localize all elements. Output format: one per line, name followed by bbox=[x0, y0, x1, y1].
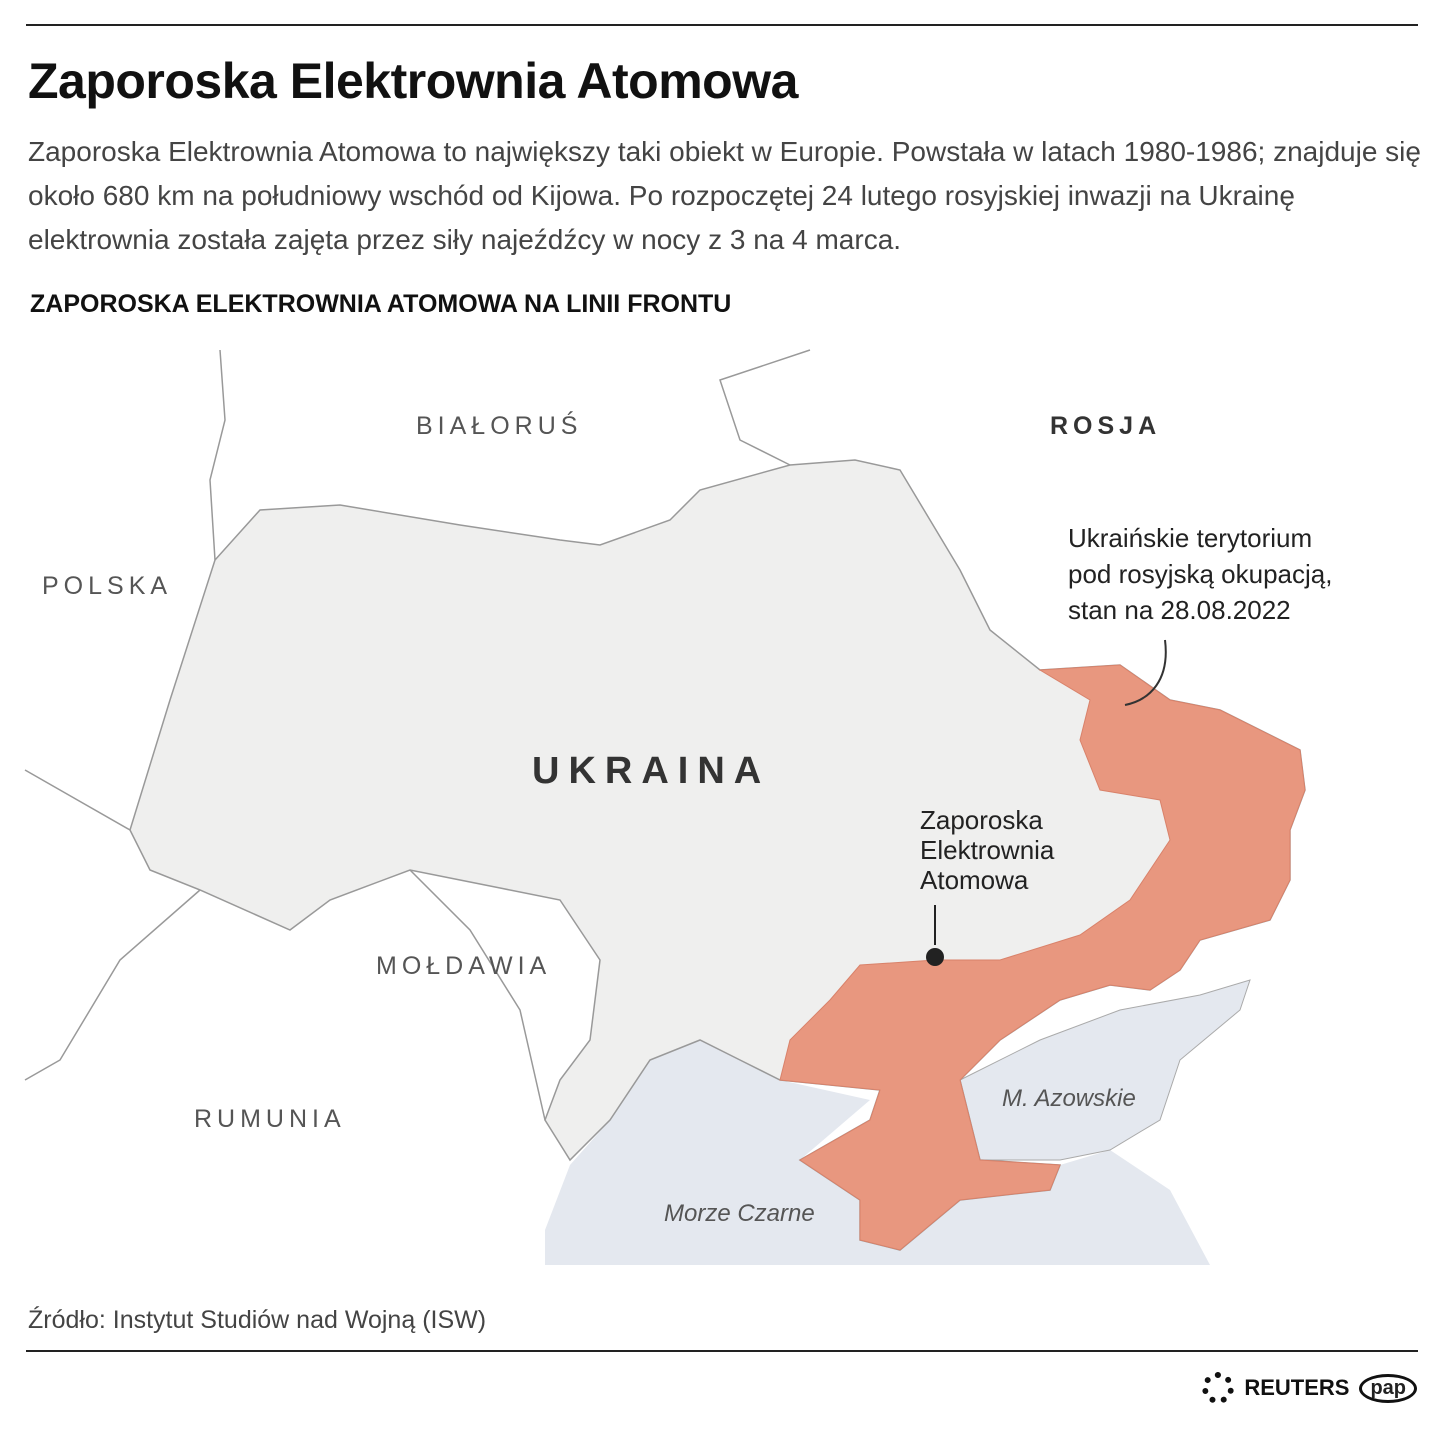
pap-logo: pap bbox=[1359, 1373, 1417, 1403]
occupied-territory bbox=[779, 664, 1306, 1251]
reuters-logo-icon bbox=[1202, 1372, 1235, 1404]
plant-label-line: Atomowa bbox=[920, 865, 1029, 895]
label-black-sea: Morze Czarne bbox=[664, 1200, 815, 1227]
label-ukraine: UKRAINA bbox=[532, 750, 771, 792]
black-sea bbox=[545, 1040, 1210, 1265]
occupied-label-line: Ukraińskie terytorium bbox=[1068, 523, 1313, 553]
label-poland: POLSKA bbox=[42, 572, 173, 600]
logos: REUTERS pap bbox=[1202, 1372, 1417, 1404]
source-note: Źródło: Instytut Studiów nad Wojną (ISW) bbox=[28, 1306, 487, 1334]
plant-label: Zaporoska Elektrownia Atomowa bbox=[920, 805, 1054, 895]
plant-label-line: Elektrownia bbox=[920, 835, 1055, 865]
label-azov-sea: M. Azowskie bbox=[1002, 1085, 1136, 1112]
plant-label-line: Zaporoska bbox=[920, 805, 1043, 835]
occupied-label-line: pod rosyjską okupacją, bbox=[1068, 559, 1333, 589]
neighbour-borders bbox=[24, 349, 811, 1121]
page-title: Zaporoska Elektrownia Atomowa bbox=[28, 53, 798, 109]
reuters-logo: REUTERS bbox=[1244, 1375, 1350, 1400]
plant-marker bbox=[926, 948, 944, 966]
map-heading: ZAPOROSKA ELEKTROWNIA ATOMOWA NA LINII F… bbox=[30, 290, 732, 318]
arrow-to-occupied bbox=[1124, 639, 1167, 706]
occupied-label-line: stan na 28.08.2022 bbox=[1068, 595, 1291, 625]
label-belarus: BIAŁORUŚ bbox=[416, 412, 583, 440]
azov-sea bbox=[959, 979, 1251, 1161]
occupied-label: Ukraińskie terytorium pod rosyjską okupa… bbox=[1068, 520, 1332, 628]
label-russia: ROSJA bbox=[1050, 412, 1162, 440]
top-rule bbox=[26, 24, 1418, 26]
label-moldova: MOŁDAWIA bbox=[376, 952, 552, 980]
label-romania: RUMUNIA bbox=[194, 1105, 346, 1133]
bottom-rule bbox=[26, 1350, 1418, 1352]
lead-text: Zaporoska Elektrownia Atomowa to najwięk… bbox=[28, 136, 1421, 255]
